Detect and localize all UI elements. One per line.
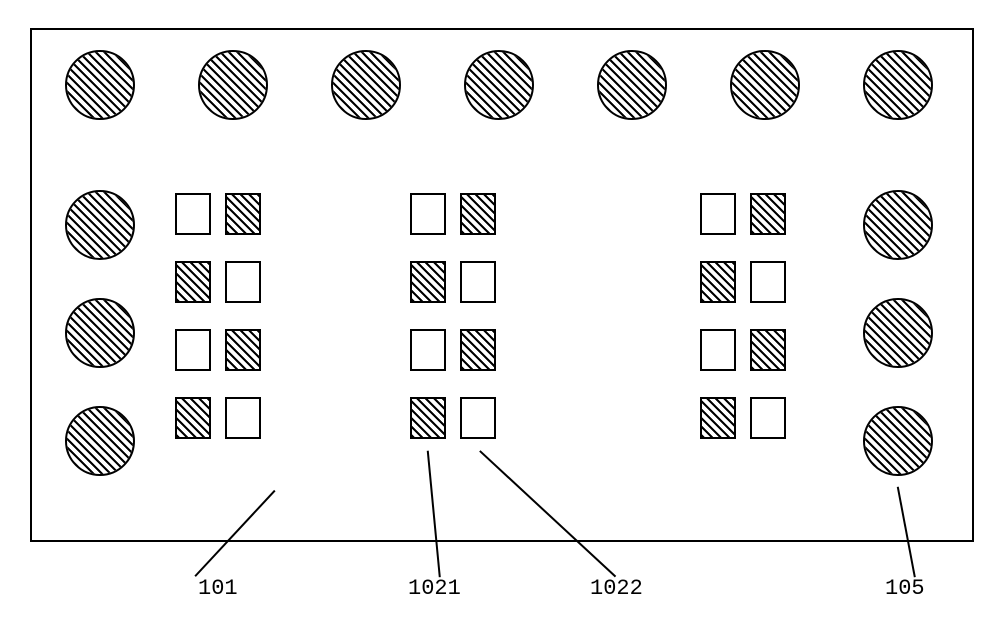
empty-square [225,397,261,439]
hatched-square [175,397,211,439]
hatched-square [410,397,446,439]
hatched-square [225,193,261,235]
empty-square [175,329,211,371]
hatched-circle [863,50,933,120]
hatched-circle [65,298,135,368]
hatched-circle [863,406,933,476]
empty-square [225,261,261,303]
hatched-square [750,193,786,235]
hatched-circle [464,50,534,120]
hatched-square [750,329,786,371]
empty-square [460,261,496,303]
hatched-circle [863,190,933,260]
hatched-square [700,261,736,303]
empty-square [700,193,736,235]
hatched-circle [198,50,268,120]
reference-label: 101 [198,576,238,601]
reference-label: 1021 [408,576,461,601]
hatched-circle [65,190,135,260]
reference-label: 1022 [590,576,643,601]
hatched-circle [597,50,667,120]
empty-square [410,193,446,235]
hatched-circle [863,298,933,368]
empty-square [750,261,786,303]
reference-label: 105 [885,576,925,601]
hatched-circle [65,50,135,120]
hatched-square [460,329,496,371]
hatched-square [460,193,496,235]
empty-square [700,329,736,371]
hatched-square [700,397,736,439]
hatched-square [410,261,446,303]
hatched-circle [730,50,800,120]
empty-square [175,193,211,235]
hatched-circle [331,50,401,120]
empty-square [460,397,496,439]
hatched-circle [65,406,135,476]
empty-square [750,397,786,439]
diagram-container: 101 1021 1022 105 [20,20,980,607]
empty-square [410,329,446,371]
hatched-square [225,329,261,371]
hatched-square [175,261,211,303]
